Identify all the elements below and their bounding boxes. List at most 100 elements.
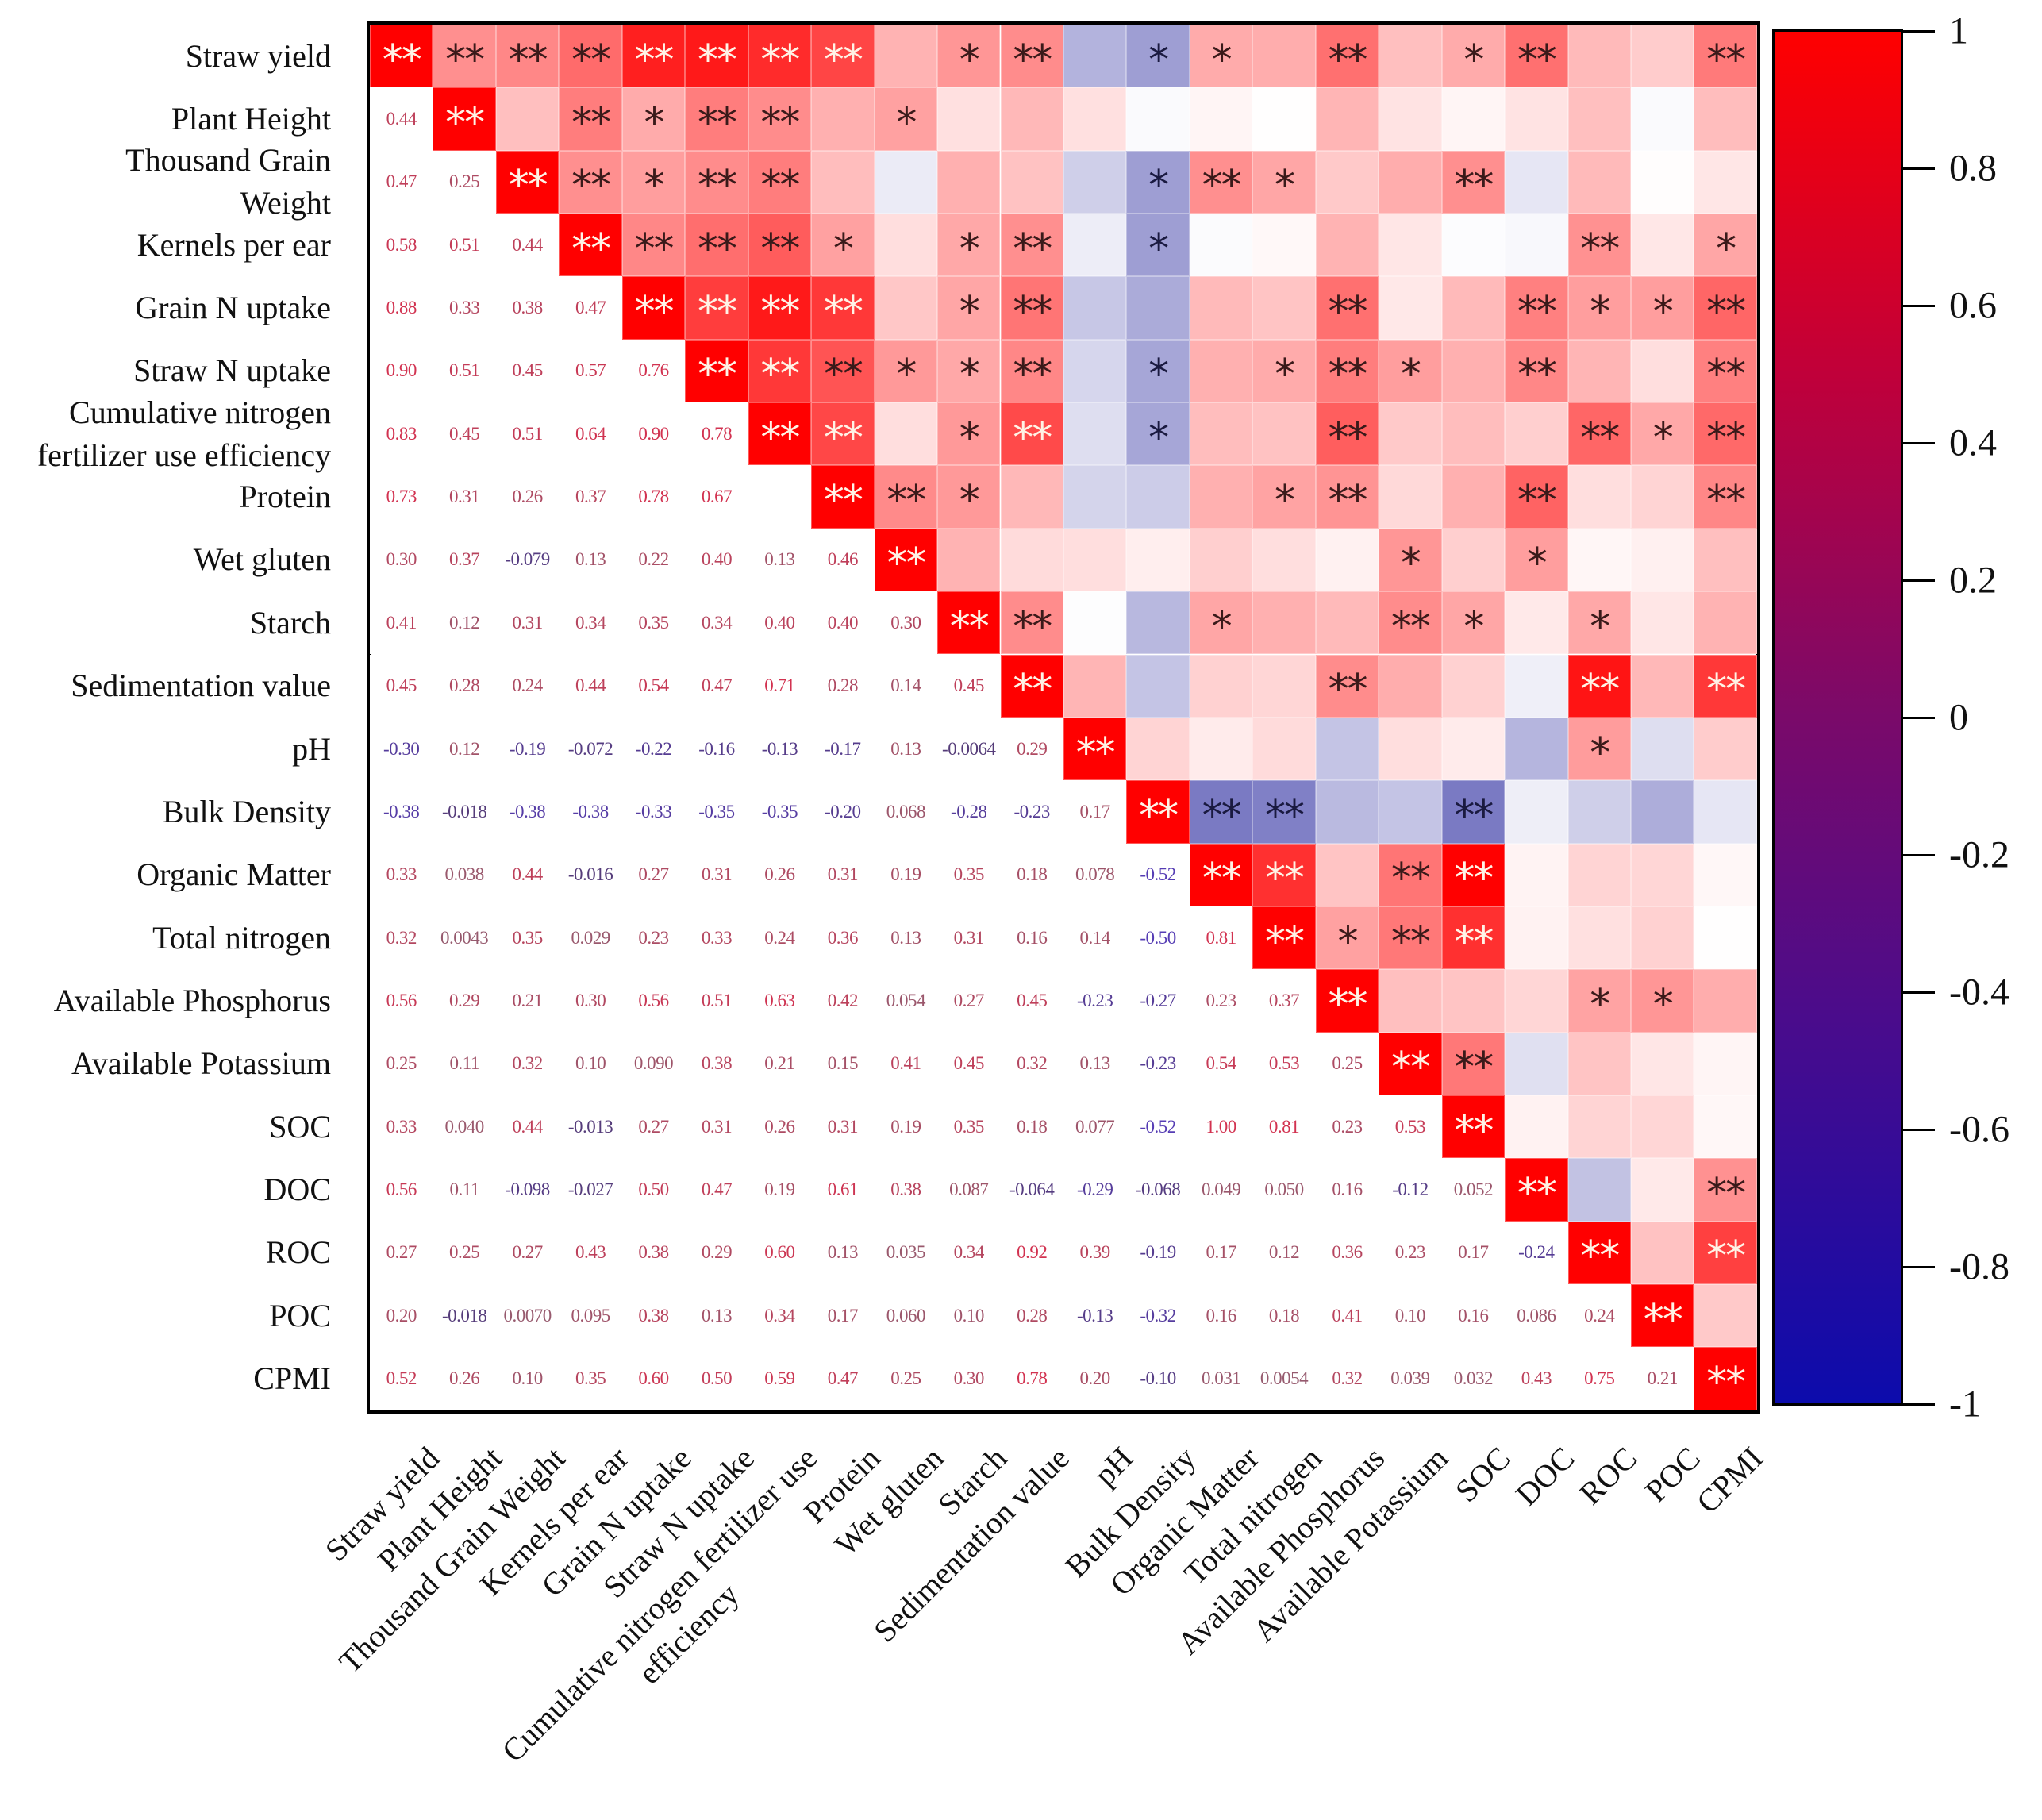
correlation-value-label: 0.32	[386, 927, 417, 948]
colorbar-tick-label: -0.6	[1949, 1108, 2009, 1151]
value-cell: 0.47	[559, 276, 622, 340]
significance-marker: **	[508, 162, 548, 210]
row-label-line: Weight	[240, 185, 331, 221]
correlation-value-label: 0.17	[1458, 1242, 1489, 1263]
correlation-value-label: 0.23	[1332, 1116, 1363, 1137]
value-cell: 0.78	[1000, 1347, 1063, 1410]
significance-marker: *	[959, 36, 980, 84]
row-label-line: ROC	[265, 1234, 331, 1271]
correlation-value-label: -0.52	[1140, 864, 1176, 885]
row-label: Starch	[250, 602, 331, 645]
heat-cell: *	[874, 339, 938, 403]
correlation-value-label: 0.56	[386, 1179, 417, 1199]
correlation-value-label: 0.13	[890, 738, 921, 759]
correlation-value-label: -0.27	[1140, 990, 1176, 1010]
value-cell: 0.039	[1379, 1347, 1442, 1410]
value-cell: 0.054	[874, 969, 938, 1033]
significance-marker: **	[1454, 855, 1494, 903]
correlation-value-label: -0.079	[505, 549, 550, 570]
correlation-value-label: 0.31	[827, 864, 859, 885]
significance-marker: **	[1013, 225, 1052, 273]
value-cell: 0.56	[621, 969, 686, 1033]
value-cell: 0.38	[685, 1032, 748, 1095]
row-label: Thousand Grain Weight	[125, 139, 331, 225]
correlation-value-label: 0.17	[1079, 801, 1111, 822]
heat-cell: *	[1567, 276, 1631, 340]
column-label-line: DOC	[1508, 1440, 1582, 1513]
correlation-value-label: -0.29	[1076, 1179, 1113, 1199]
diagonal-cell: **	[1063, 717, 1127, 781]
colorbar-tick-mark	[1902, 1265, 1935, 1268]
value-cell: -0.27	[1126, 969, 1190, 1033]
value-cell: 0.25	[1315, 1032, 1379, 1095]
heat-cell	[1694, 1284, 1757, 1348]
heat-cell: **	[1000, 402, 1063, 466]
heat-cell	[1379, 25, 1442, 88]
value-cell: 0.34	[937, 1221, 1001, 1284]
correlation-value-label: 0.27	[512, 1242, 543, 1263]
heat-cell	[1505, 214, 1568, 277]
correlation-value-label: -0.35	[698, 801, 735, 822]
heat-cell	[1631, 87, 1694, 151]
heat-cell	[1505, 591, 1568, 655]
significance-marker: **	[1580, 225, 1620, 273]
correlation-value-label: 0.13	[575, 549, 606, 570]
value-cell: 0.27	[621, 843, 686, 906]
value-cell: 0.16	[1441, 1284, 1506, 1348]
heat-cell	[1063, 591, 1127, 655]
value-cell: -0.12	[1379, 1158, 1442, 1222]
value-cell: 0.47	[685, 654, 748, 718]
correlation-value-label: 0.031	[1201, 1368, 1241, 1389]
value-cell: 0.26	[748, 843, 812, 906]
value-cell: 0.51	[495, 402, 560, 466]
value-cell: -0.52	[1126, 843, 1190, 906]
correlation-value-label: -0.19	[1140, 1242, 1176, 1263]
heat-cell: **	[1441, 906, 1506, 970]
significance-marker: **	[1265, 918, 1305, 966]
significance-marker: **	[1265, 791, 1305, 840]
heat-cell	[1379, 654, 1442, 718]
significance-marker: *	[896, 99, 917, 148]
heat-cell: **	[1379, 843, 1442, 906]
correlation-value-label: 0.13	[764, 549, 795, 570]
value-cell: -0.50	[1126, 906, 1190, 970]
significance-marker: **	[1390, 918, 1431, 966]
heat-cell: **	[1694, 402, 1757, 466]
heat-cell	[1694, 1095, 1757, 1159]
correlation-value-label: 0.17	[1206, 1242, 1236, 1263]
value-cell: 0.031	[1189, 1347, 1253, 1410]
significance-marker: **	[1454, 162, 1494, 210]
value-cell: 0.38	[495, 276, 560, 340]
heat-cell	[1000, 528, 1063, 592]
value-cell: 0.13	[874, 717, 938, 781]
correlation-value-label: 0.29	[1017, 738, 1048, 759]
heat-cell	[1441, 276, 1506, 340]
heat-cell	[1252, 276, 1316, 340]
significance-marker: **	[1328, 666, 1367, 714]
value-cell: 0.077	[1063, 1095, 1127, 1159]
colorbar-tick-mark	[1902, 441, 1935, 444]
correlation-value-label: 0.26	[449, 1368, 480, 1389]
correlation-value-label: 0.59	[764, 1368, 795, 1389]
correlation-value-label: 1.00	[1206, 1116, 1236, 1137]
significance-marker: *	[1463, 602, 1484, 651]
value-cell: 0.27	[495, 1221, 560, 1284]
value-cell: 0.41	[1315, 1284, 1379, 1348]
significance-marker: *	[959, 225, 980, 273]
heat-cell: **	[1694, 1221, 1757, 1284]
significance-marker: **	[1706, 414, 1746, 462]
heat-cell: **	[1252, 843, 1316, 906]
correlation-value-label: 0.087	[949, 1179, 989, 1199]
heat-cell	[937, 87, 1001, 151]
significance-marker: **	[1454, 918, 1494, 966]
correlation-value-label: 0.086	[1517, 1305, 1556, 1326]
value-cell: 0.40	[685, 528, 748, 592]
colorbar-tick-label: -1	[1949, 1383, 1981, 1426]
heat-cell	[1252, 528, 1316, 592]
significance-marker: *	[1148, 225, 1169, 273]
heat-cell	[1126, 87, 1190, 151]
significance-marker: *	[1463, 36, 1484, 84]
heat-cell: **	[1441, 780, 1506, 844]
value-cell: 0.17	[1189, 1221, 1253, 1284]
heat-cell	[1441, 214, 1506, 277]
